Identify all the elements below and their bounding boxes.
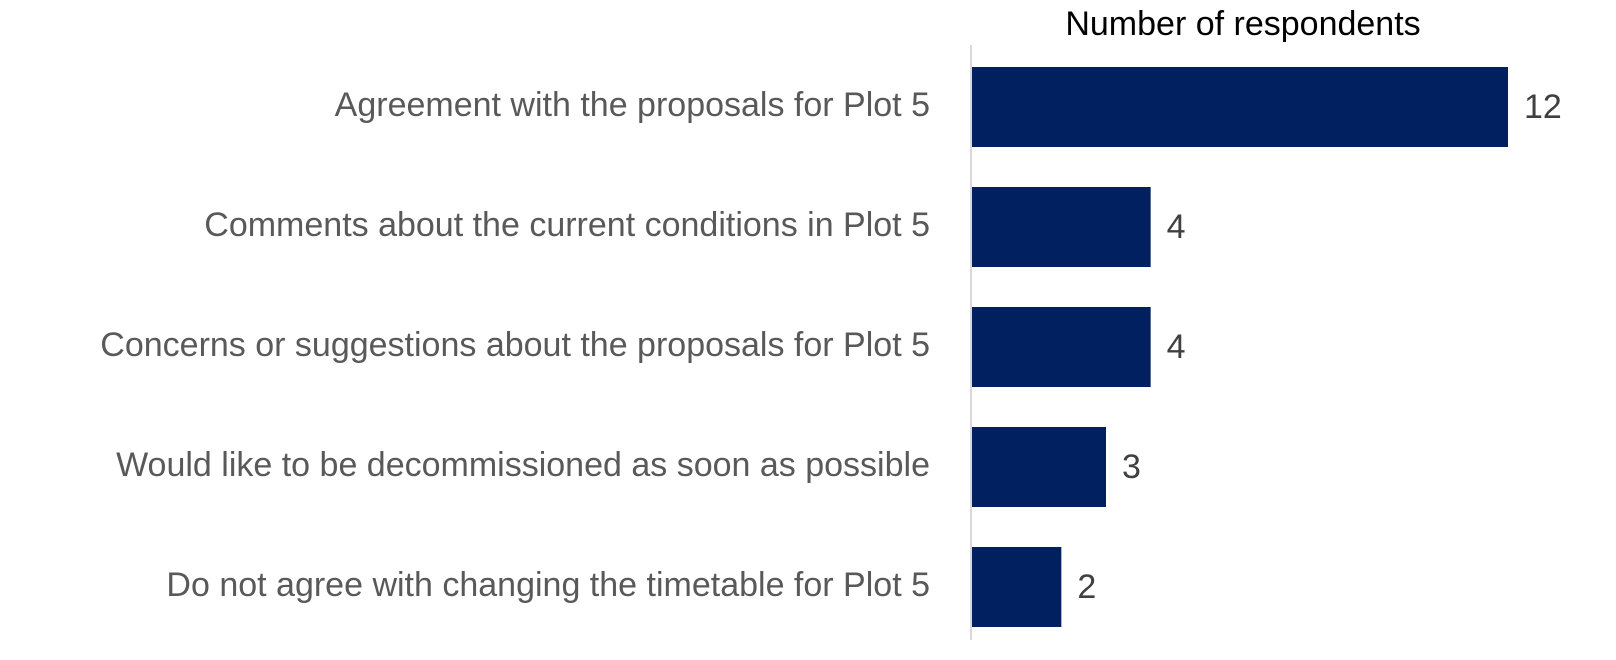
data-label: 4: [1167, 328, 1186, 366]
chart-title: Number of respondents: [1065, 5, 1420, 43]
category-label: Agreement with the proposals for Plot 5: [335, 86, 930, 124]
bar: [972, 427, 1106, 507]
data-label: 12: [1524, 88, 1562, 126]
category-label: Concerns or suggestions about the propos…: [100, 326, 930, 364]
bar: [972, 547, 1062, 627]
bar: [972, 67, 1508, 147]
bar: [972, 307, 1151, 387]
data-label: 3: [1122, 448, 1141, 486]
bar: [972, 187, 1151, 267]
category-label: Would like to be decommissioned as soon …: [116, 446, 930, 484]
category-label: Comments about the current conditions in…: [204, 206, 930, 244]
data-label: 2: [1077, 568, 1096, 606]
data-label: 4: [1167, 208, 1186, 246]
category-label: Do not agree with changing the timetable…: [166, 566, 930, 604]
